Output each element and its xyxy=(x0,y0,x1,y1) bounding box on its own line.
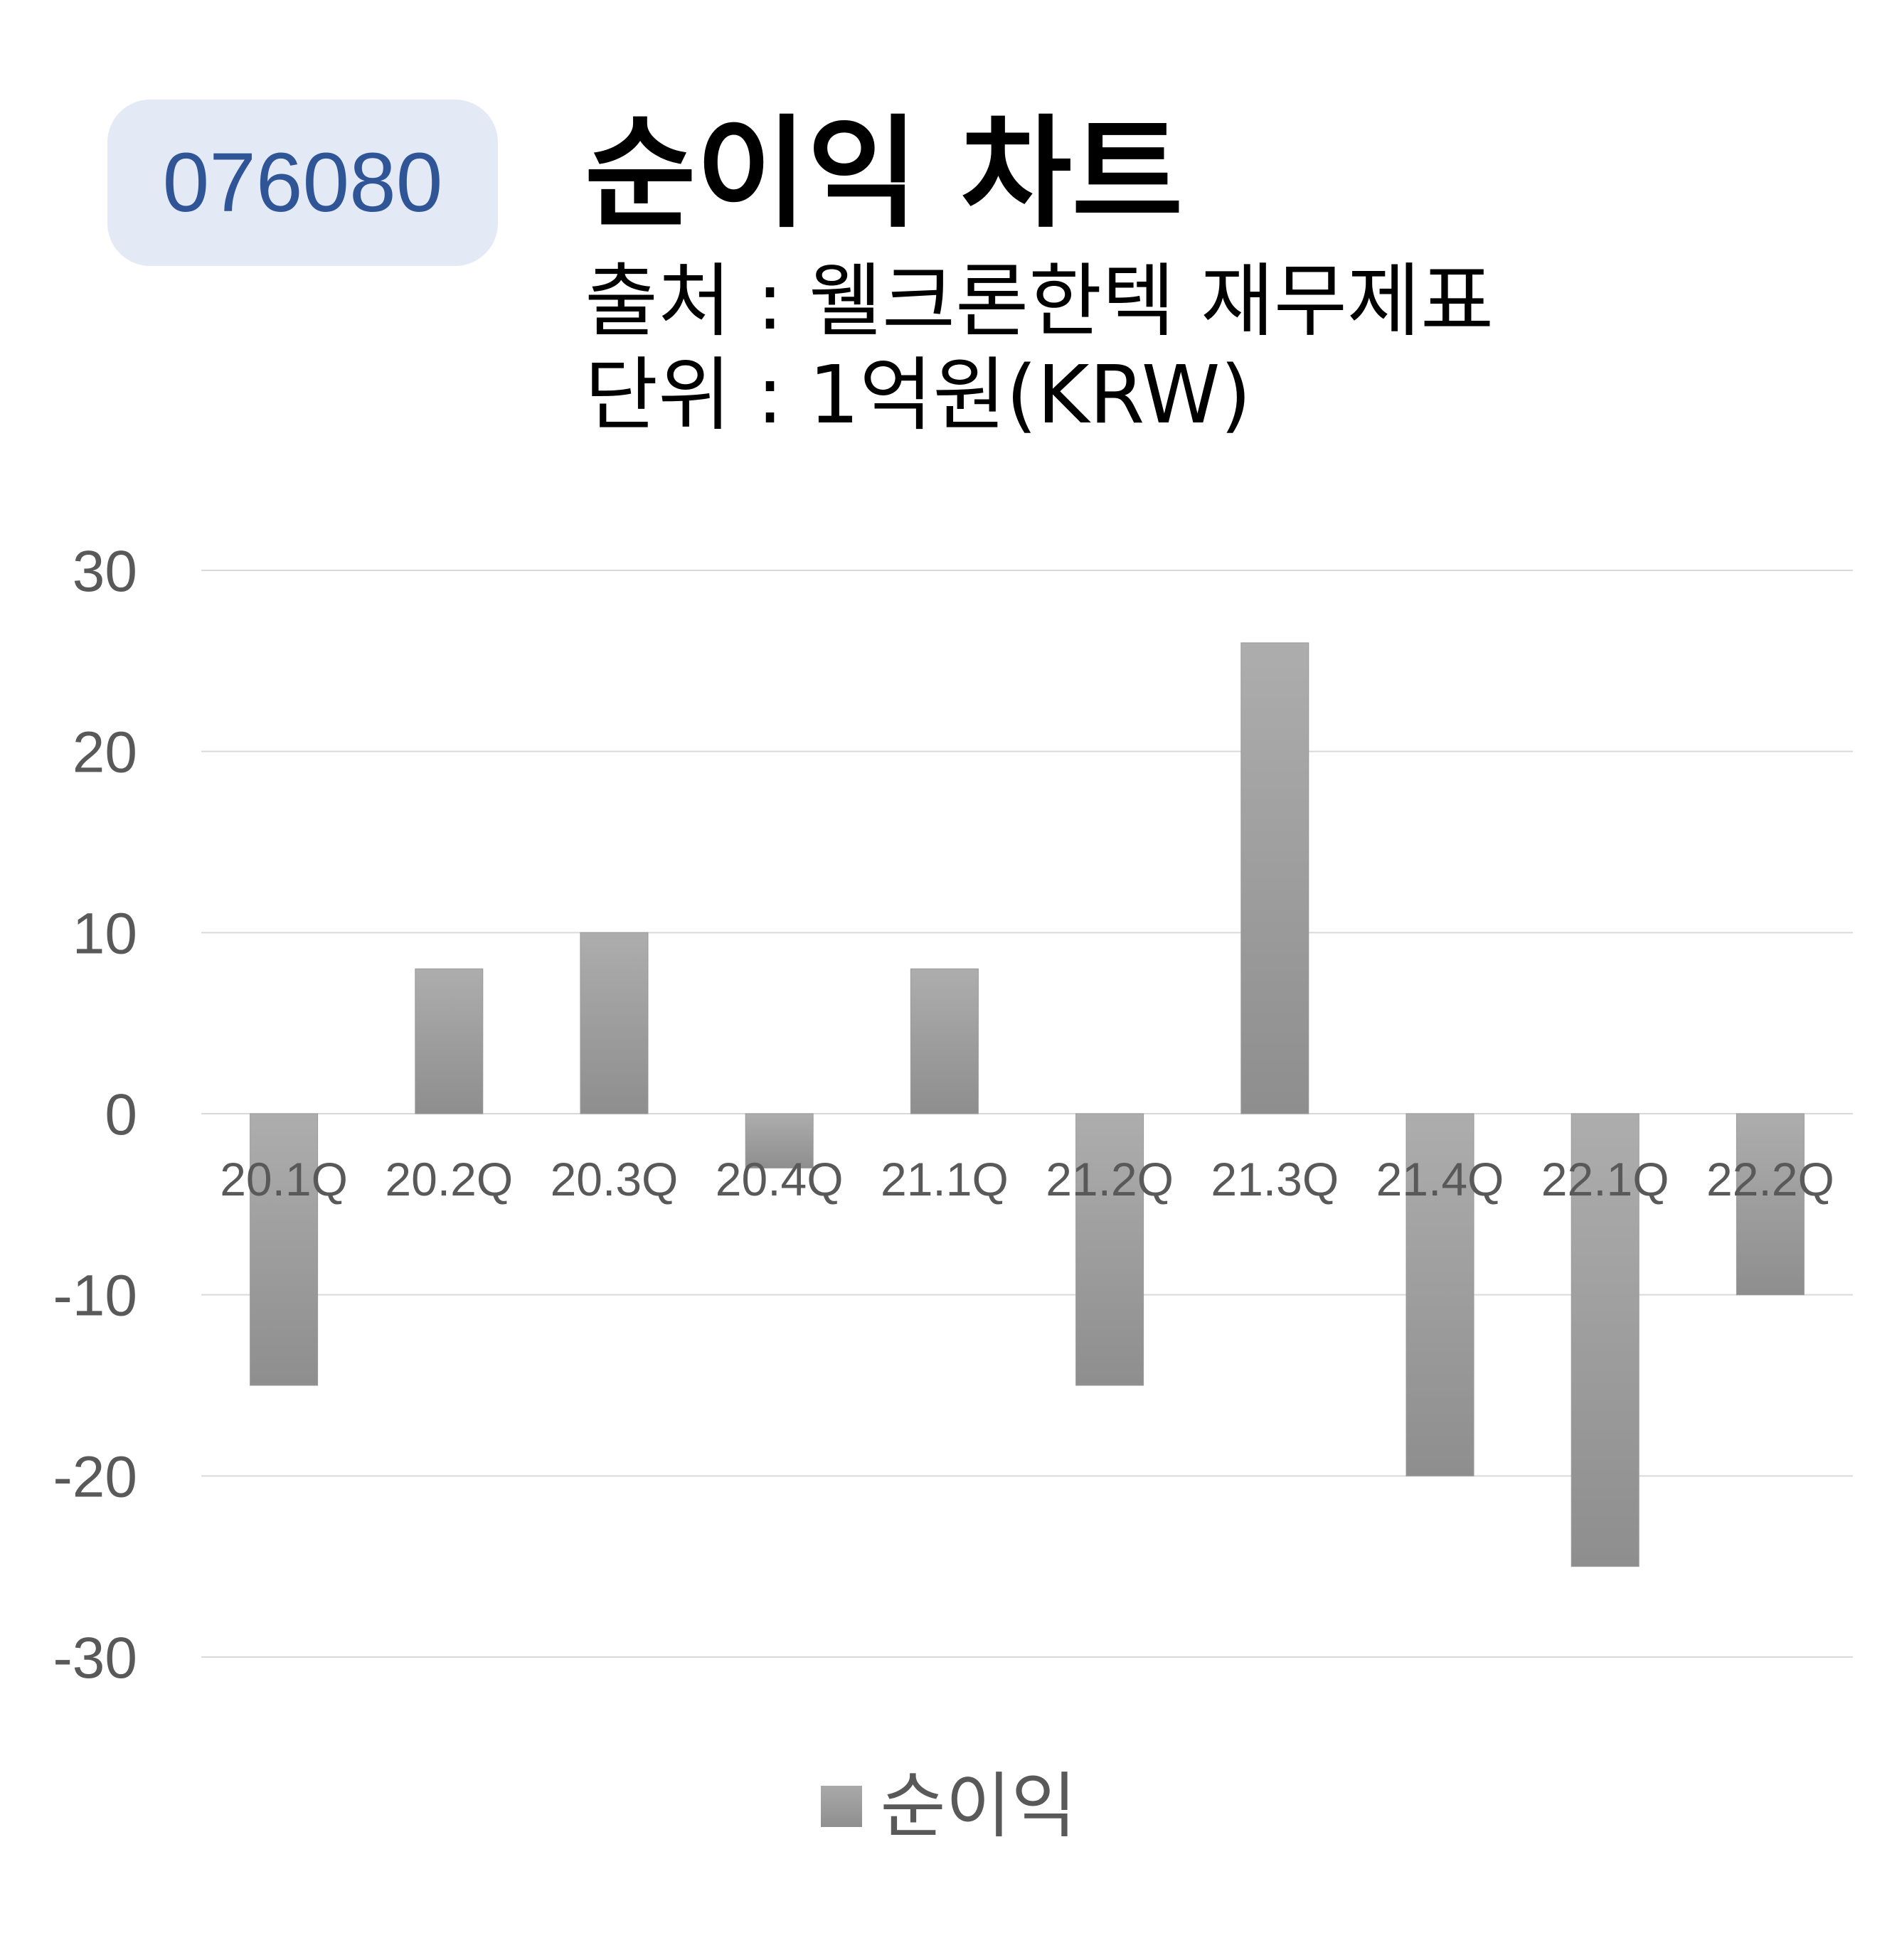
unit-note: 단위 : 1억원(KRW) xyxy=(585,349,1252,442)
y-tick-label: -30 xyxy=(53,1626,137,1690)
y-tick-label: -10 xyxy=(53,1264,137,1328)
bar-21.4Q xyxy=(1406,1113,1474,1476)
bar-20.2Q xyxy=(415,968,484,1114)
bars xyxy=(250,642,1805,1567)
x-tick-label: 20.2Q xyxy=(385,1153,513,1205)
legend-swatch xyxy=(820,1786,862,1827)
legend: 순이익 xyxy=(0,1771,1897,1842)
bar-chart: 30 20 10 0 -10 -20 -30 20.1Q 20.2Q 20.3Q 20.4Q 21.… xyxy=(53,539,1853,1690)
bar-21.3Q xyxy=(1240,642,1309,1114)
x-tick-label: 20.3Q xyxy=(551,1153,679,1205)
stock-code-badge: 076080 xyxy=(107,100,498,266)
chart-title: 순이익 차트 xyxy=(585,104,1184,245)
x-tick-label: 22.1Q xyxy=(1541,1153,1669,1205)
x-tick-label: 20.1Q xyxy=(220,1153,348,1205)
x-axis-ticks: 20.1Q 20.2Q 20.3Q 20.4Q 21.1Q 21.2Q 21.3Q 21.4Q… xyxy=(220,1153,1834,1205)
x-tick-label: 21.3Q xyxy=(1211,1153,1339,1205)
bar-21.2Q xyxy=(1075,1113,1144,1386)
y-tick-label: 0 xyxy=(105,1082,137,1147)
bar-22.1Q xyxy=(1571,1113,1640,1567)
legend-label: 순이익 xyxy=(880,1764,1077,1848)
bar-20.4Q xyxy=(745,1113,814,1168)
y-tick-label: 30 xyxy=(73,539,137,604)
y-tick-label: 20 xyxy=(73,720,137,785)
x-tick-label: 21.2Q xyxy=(1046,1153,1174,1205)
bar-20.1Q xyxy=(250,1113,319,1386)
y-tick-label: -20 xyxy=(53,1444,137,1509)
bar-21.1Q xyxy=(910,968,979,1114)
bar-22.2Q xyxy=(1736,1113,1805,1296)
x-tick-label: 21.1Q xyxy=(881,1153,1009,1205)
y-tick-label: 10 xyxy=(73,901,137,966)
x-tick-label: 22.2Q xyxy=(1706,1153,1834,1205)
x-tick-label: 21.4Q xyxy=(1376,1153,1504,1205)
source-note: 출처 : 웰크론한텍 재무제표 xyxy=(585,255,1494,348)
x-tick-label: 20.4Q xyxy=(716,1153,844,1205)
y-axis-ticks: 30 20 10 0 -10 -20 -30 xyxy=(53,539,137,1690)
bar-20.3Q xyxy=(580,932,649,1114)
